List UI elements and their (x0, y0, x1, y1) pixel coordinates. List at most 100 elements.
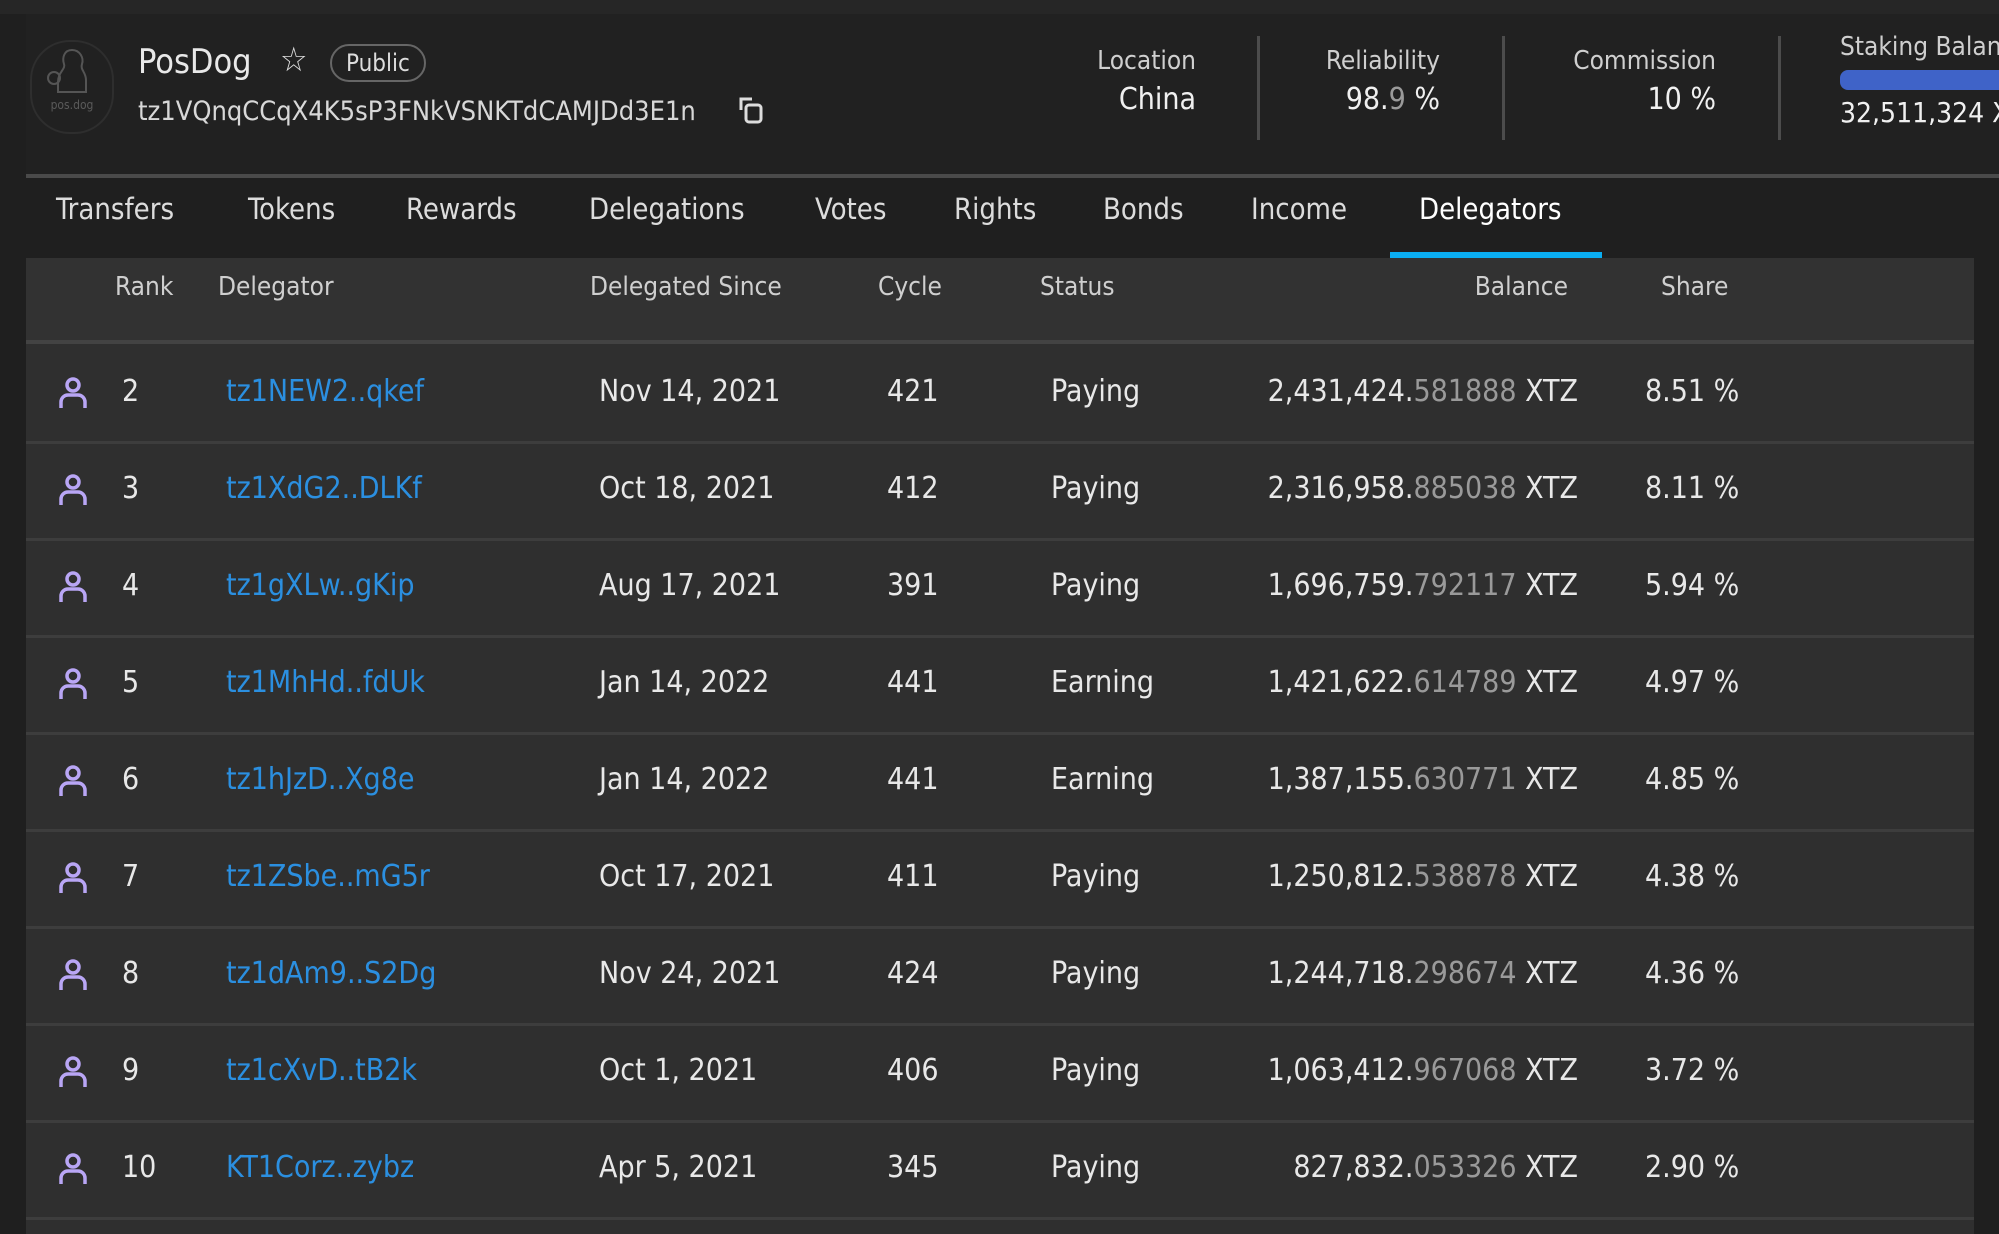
share: 4.85 % (1645, 762, 1740, 797)
stat-label: Staking Balance (1840, 32, 1999, 62)
status: Paying (1051, 1053, 1141, 1088)
tab-votes[interactable]: Votes (815, 192, 887, 226)
value-dim: 9 (1388, 82, 1406, 117)
value-main: 98. (1345, 82, 1389, 117)
tab-bonds[interactable]: Bonds (1103, 192, 1184, 226)
stat-label: Reliability (1325, 46, 1440, 76)
col-balance[interactable]: Balance (1474, 272, 1568, 302)
delegator-link[interactable]: tz1dAm9..S2Dg (226, 956, 437, 991)
table-row: 9 tz1cXvD..tB2k Oct 1, 2021 406 Paying 1,063,… (26, 1023, 1974, 1123)
balance: 2,316,958.885038 XTZ (1268, 471, 1578, 506)
cycle: 406 (887, 1053, 939, 1088)
balance-decimals: 967068 (1413, 1053, 1517, 1088)
delegated-since: Oct 17, 2021 (599, 859, 775, 894)
status: Paying (1051, 1150, 1141, 1185)
delegated-since: Nov 14, 2021 (599, 374, 781, 409)
delegator-link[interactable]: tz1ZSbe..mG5r (226, 859, 430, 894)
baker-logo: pos.dog (30, 40, 114, 134)
col-delegated-since[interactable]: Delegated Since (590, 272, 782, 302)
rank: 8 (122, 956, 140, 991)
balance-unit: XTZ (1516, 956, 1578, 991)
balance-unit: XTZ (1516, 762, 1578, 797)
tab-tokens[interactable]: Tokens (248, 192, 336, 226)
balance-int: 1,250,812. (1267, 859, 1414, 894)
stat-commission: Commission 10 % (1573, 46, 1716, 117)
stat-value: 32,511,324 XTZ (1840, 96, 1999, 129)
share: 4.97 % (1645, 665, 1740, 700)
share: 8.51 % (1645, 374, 1740, 409)
cycle: 411 (887, 859, 939, 894)
divider (1502, 36, 1505, 140)
rank: 2 (122, 374, 140, 409)
balance-int: 1,063,412. (1267, 1053, 1414, 1088)
delegated-since: Jan 14, 2022 (599, 665, 770, 700)
col-share[interactable]: Share (1661, 272, 1729, 302)
delegator-link[interactable]: tz1XdG2..DLKf (226, 471, 422, 506)
balance-int: 2,316,958. (1267, 471, 1414, 506)
col-delegator[interactable]: Delegator (218, 272, 334, 302)
top-band (0, 0, 1999, 14)
status: Paying (1051, 859, 1141, 894)
delegated-since: Aug 17, 2021 (599, 568, 781, 603)
balance-decimals: 792117 (1413, 568, 1517, 603)
status: Paying (1051, 956, 1141, 991)
balance-decimals: 538878 (1413, 859, 1517, 894)
baker-address: tz1VQnqCCqX4K5sP3FNkVSNKTdCAMJDd3E1n (138, 96, 696, 127)
user-icon (59, 377, 87, 408)
stat-label: Commission (1573, 46, 1716, 76)
balance: 827,832.053326 XTZ (1293, 1150, 1578, 1185)
col-status[interactable]: Status (1040, 272, 1115, 302)
status: Earning (1051, 762, 1155, 797)
table-row: 8 tz1dAm9..S2Dg Nov 24, 2021 424 Paying 1,244… (26, 926, 1974, 1026)
tab-delegators[interactable]: Delegators (1419, 192, 1562, 226)
balance-unit: XTZ (1516, 1150, 1578, 1185)
cycle: 345 (887, 1150, 939, 1185)
balance-decimals: 053326 (1413, 1150, 1517, 1185)
user-icon (59, 862, 87, 893)
balance-decimals: 614789 (1413, 665, 1517, 700)
balance-unit: XTZ (1516, 665, 1578, 700)
balance-int: 1,244,718. (1267, 956, 1414, 991)
col-cycle[interactable]: Cycle (878, 272, 942, 302)
delegated-since: Oct 1, 2021 (599, 1053, 758, 1088)
balance-unit: XTZ (1516, 1053, 1578, 1088)
stat-value: 98.9 % (1326, 82, 1440, 117)
balance-unit: XTZ (1516, 471, 1578, 506)
rank: 4 (122, 568, 140, 603)
col-rank[interactable]: Rank (115, 272, 174, 302)
stat-location: Location China (1097, 46, 1196, 117)
delegated-since: Oct 18, 2021 (599, 471, 775, 506)
table-header: Rank Delegator Delegated Since Cycle Sta… (26, 258, 1974, 340)
delegator-link[interactable]: tz1MhHd..fdUk (226, 665, 425, 700)
table-row: 6 tz1hJzD..Xg8e Jan 14, 2022 441 Earning 1,38… (26, 732, 1974, 832)
copy-icon[interactable] (738, 96, 764, 124)
tab-transfers[interactable]: Transfers (56, 192, 175, 226)
delegator-link[interactable]: tz1hJzD..Xg8e (226, 762, 415, 797)
balance-unit: XTZ (1516, 859, 1578, 894)
balance-unit: XTZ (1516, 374, 1578, 409)
delegator-link[interactable]: KT1Corz..zybz (226, 1150, 415, 1185)
balance-int: 1,421,622. (1267, 665, 1414, 700)
tab-rights[interactable]: Rights (954, 192, 1037, 226)
delegator-link[interactable]: tz1cXvD..tB2k (226, 1053, 418, 1088)
user-icon (59, 959, 87, 990)
divider (1778, 36, 1781, 140)
header-divider (26, 174, 1999, 178)
divider (1257, 36, 1260, 140)
share: 2.90 % (1645, 1150, 1740, 1185)
tab-delegations[interactable]: Delegations (589, 192, 745, 226)
balance-int: 1,387,155. (1267, 762, 1414, 797)
rank: 5 (122, 665, 140, 700)
user-icon (59, 1153, 87, 1184)
table-row: 2 tz1NEW2..qkef Nov 14, 2021 421 Paying 2,431… (26, 344, 1974, 444)
star-icon[interactable]: ☆ (280, 40, 308, 80)
delegator-link[interactable]: tz1gXLw..gKip (226, 568, 415, 603)
table-row: 5 tz1MhHd..fdUk Jan 14, 2022 441 Earning 1,42… (26, 635, 1974, 735)
value-unit: % (1405, 82, 1440, 117)
tab-income[interactable]: Income (1251, 192, 1348, 226)
status: Paying (1051, 471, 1141, 506)
delegator-link[interactable]: tz1NEW2..qkef (226, 374, 424, 409)
cycle: 421 (887, 374, 939, 409)
tab-rewards[interactable]: Rewards (406, 192, 517, 226)
public-badge: Public (330, 44, 426, 82)
